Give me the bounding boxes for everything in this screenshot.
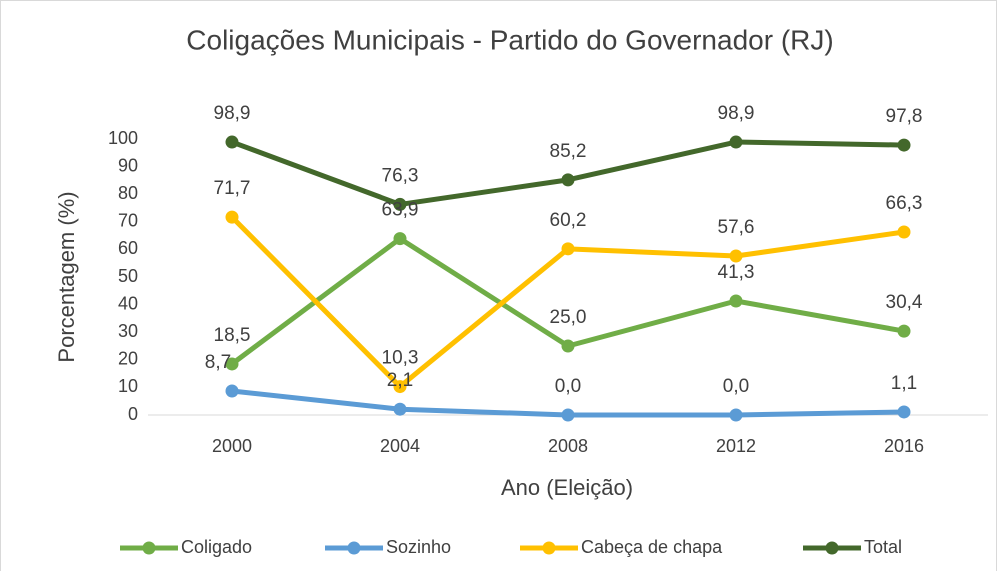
legend-marker — [542, 541, 556, 555]
point — [225, 384, 239, 398]
legend-label: Total — [864, 537, 902, 557]
data-label: 57,6 — [718, 217, 755, 238]
y-tick-label: 10 — [118, 376, 138, 396]
y-tick-label: 0 — [128, 404, 138, 424]
point — [561, 339, 575, 353]
data-label: 98,9 — [214, 103, 251, 124]
y-tick-label: 60 — [118, 238, 138, 258]
y-axis-title: Porcentagem (%) — [54, 191, 79, 362]
y-tick-label: 40 — [118, 293, 138, 313]
data-label: 10,3 — [382, 348, 419, 369]
x-axis-title: Ano (Eleição) — [501, 475, 633, 500]
x-tick-label: 2008 — [548, 436, 588, 456]
y-tick-label: 100 — [108, 128, 138, 148]
point — [393, 232, 407, 246]
data-label: 25,0 — [550, 307, 587, 328]
data-label: 1,1 — [891, 373, 917, 394]
point — [897, 225, 911, 239]
data-label: 60,2 — [550, 210, 587, 231]
point — [561, 408, 575, 422]
y-tick-label: 50 — [118, 266, 138, 286]
data-label: 41,3 — [718, 262, 755, 283]
y-tick-label: 80 — [118, 183, 138, 203]
data-label: 0,0 — [555, 376, 581, 397]
x-tick-label: 2004 — [380, 436, 420, 456]
point — [225, 210, 239, 224]
data-label: 85,2 — [550, 141, 587, 162]
point — [393, 402, 407, 416]
point — [729, 135, 743, 149]
point — [729, 249, 743, 263]
legend-marker — [347, 541, 361, 555]
y-tick-label: 70 — [118, 211, 138, 231]
point — [225, 135, 239, 149]
data-label: 8,7 — [205, 352, 231, 373]
legend-marker — [825, 541, 839, 555]
point — [897, 138, 911, 152]
x-tick-label: 2000 — [212, 436, 252, 456]
point — [729, 294, 743, 308]
legend-label: Coligado — [181, 537, 252, 557]
data-label: 0,0 — [723, 376, 749, 397]
y-tick-label: 30 — [118, 321, 138, 341]
point — [393, 380, 407, 394]
point — [561, 242, 575, 256]
legend-label: Cabeça de chapa — [581, 537, 723, 557]
y-tick-label: 20 — [118, 349, 138, 369]
point — [729, 408, 743, 422]
point — [393, 197, 407, 211]
data-label: 71,7 — [214, 178, 251, 199]
x-tick-label: 2012 — [716, 436, 756, 456]
data-label: 2,1 — [387, 370, 413, 391]
y-tick-label: 90 — [118, 155, 138, 175]
legend-marker — [142, 541, 156, 555]
point — [561, 173, 575, 187]
data-label: 98,9 — [718, 103, 755, 124]
data-label: 18,5 — [214, 325, 251, 346]
x-tick-label: 2016 — [884, 436, 924, 456]
chart-title: Coligações Municipais - Partido do Gover… — [186, 24, 833, 55]
data-label: 97,8 — [886, 106, 923, 127]
legend-label: Sozinho — [386, 537, 451, 557]
data-label: 30,4 — [886, 292, 923, 313]
data-label: 66,3 — [886, 193, 923, 214]
point — [897, 324, 911, 338]
data-label: 76,3 — [382, 165, 419, 186]
point — [897, 405, 911, 419]
point — [225, 357, 239, 371]
data-label: 63,9 — [382, 200, 419, 221]
